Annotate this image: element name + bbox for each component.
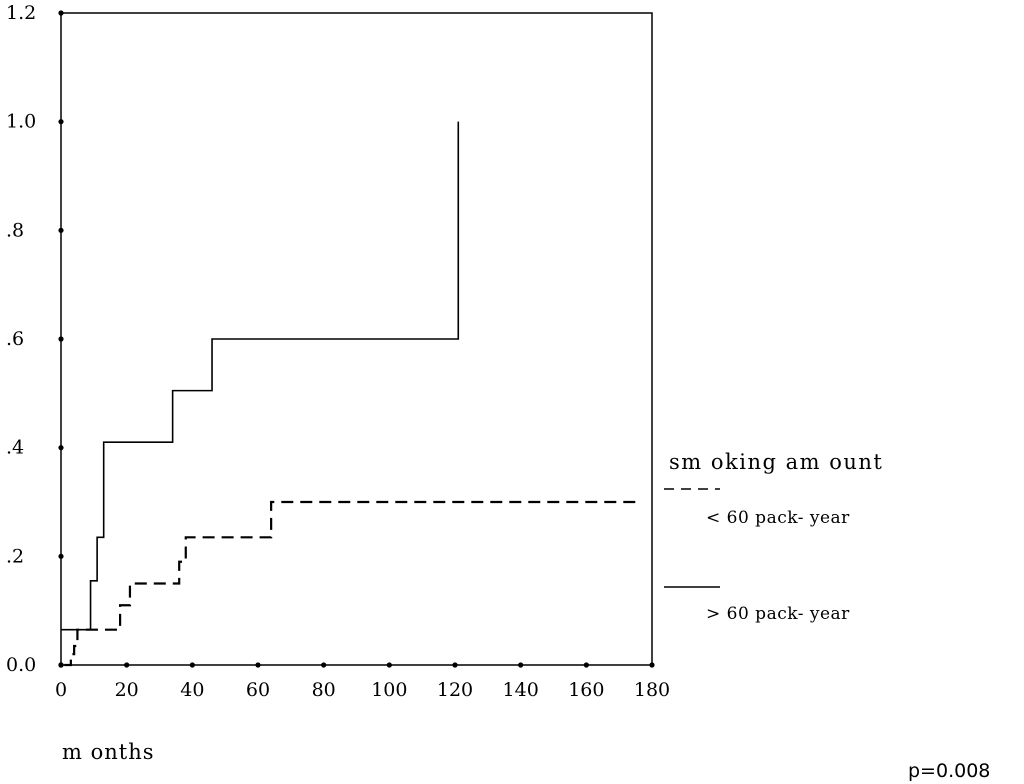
y-tick-mark: [58, 336, 64, 342]
x-tick-label: 120: [437, 679, 473, 701]
y-tick-label: 1.0: [6, 111, 36, 133]
y-tick-label: .6: [6, 328, 24, 350]
x-tick-label: 40: [180, 679, 204, 701]
legend: sm oking am ount < 60 pack- year > 60 pa…: [664, 450, 883, 624]
x-tick-label: 180: [634, 679, 670, 701]
y-tick-label: .2: [6, 545, 24, 567]
legend-title: sm oking am ount: [669, 450, 883, 474]
y-tick-label: .8: [6, 219, 24, 241]
x-tick-mark: [518, 662, 524, 668]
x-axis: 0 20 40 60 80 100 120 140 160 180: [55, 662, 670, 701]
x-tick-mark: [189, 662, 195, 668]
y-tick-mark: [58, 445, 64, 451]
x-tick-mark: [255, 662, 261, 668]
x-tick-mark: [649, 662, 655, 668]
x-tick-label: 80: [312, 679, 336, 701]
x-tick-label: 20: [115, 679, 139, 701]
y-tick-label: .4: [6, 437, 24, 459]
x-tick-label: 140: [503, 679, 539, 701]
x-axis-title: m onths: [62, 740, 155, 764]
series-layer: [61, 121, 636, 667]
y-tick-label: 0.0: [6, 654, 36, 676]
x-tick-mark: [58, 662, 64, 668]
x-tick-mark: [583, 662, 589, 668]
x-tick-label: 100: [371, 679, 407, 701]
x-tick-mark: [386, 662, 392, 668]
x-tick-label: 60: [246, 679, 270, 701]
series-line-over-60: [61, 121, 460, 631]
y-tick-mark: [58, 227, 64, 233]
x-tick-mark: [321, 662, 327, 668]
y-tick-label: 1.2: [6, 2, 36, 24]
p-value-annotation: p=0.008: [908, 760, 990, 782]
legend-label-over-60: > 60 pack- year: [706, 604, 850, 624]
y-tick-mark: [58, 553, 64, 559]
legend-label-under-60: < 60 pack- year: [706, 508, 850, 528]
x-tick-label: 0: [55, 679, 67, 701]
y-axis: 0.0 .2 .4 .6 .8 1.0 1.2: [6, 2, 64, 676]
y-tick-mark: [58, 10, 64, 16]
x-tick-label: 160: [568, 679, 604, 701]
x-tick-mark: [452, 662, 458, 668]
series-line-under-60: [64, 500, 636, 667]
x-tick-mark: [124, 662, 130, 668]
y-tick-mark: [58, 119, 64, 125]
